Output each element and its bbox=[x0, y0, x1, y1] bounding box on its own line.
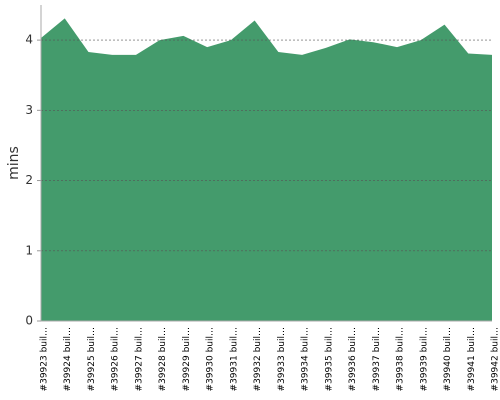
x-tick-label: #39937 buil… bbox=[372, 327, 382, 391]
y-axis-label: mins bbox=[6, 146, 22, 180]
x-tick-label: #39939 buil… bbox=[419, 327, 429, 391]
y-tick-label: 0 bbox=[25, 314, 33, 328]
x-tick-label: #39942 buil… bbox=[491, 327, 500, 391]
x-tick-label: #39935 buil… bbox=[324, 327, 334, 391]
x-tick-label: #39936 buil… bbox=[348, 327, 358, 391]
x-tick-label: #39932 buil… bbox=[253, 327, 263, 391]
area bbox=[41, 18, 492, 321]
y-tick-label: 2 bbox=[25, 173, 33, 187]
x-tick-label: #39933 buil… bbox=[277, 327, 287, 391]
x-tick-label: #39941 buil… bbox=[467, 327, 477, 391]
y-tick-label: 1 bbox=[25, 243, 33, 257]
x-tick-label: #39931 buil… bbox=[229, 327, 239, 391]
x-tick-label: #39925 buil… bbox=[87, 327, 97, 391]
x-tick-label: #39930 buil… bbox=[206, 327, 216, 391]
x-tick-label: #39934 buil… bbox=[301, 327, 311, 391]
x-tick-label: #39929 buil… bbox=[182, 327, 192, 391]
x-tick-label: #39927 buil… bbox=[134, 327, 144, 391]
y-tick-label: 4 bbox=[25, 33, 33, 47]
x-tick-label: #39924 buil… bbox=[63, 327, 73, 391]
x-tick-label: #39938 buil… bbox=[396, 327, 406, 391]
x-tick-label: #39926 buil… bbox=[111, 327, 121, 391]
x-tick-label: #39928 buil… bbox=[158, 327, 168, 391]
x-tick-label: #39923 buil… bbox=[40, 327, 50, 391]
y-tick-label: 3 bbox=[25, 103, 33, 117]
x-tick-label: #39940 buil… bbox=[443, 327, 453, 391]
